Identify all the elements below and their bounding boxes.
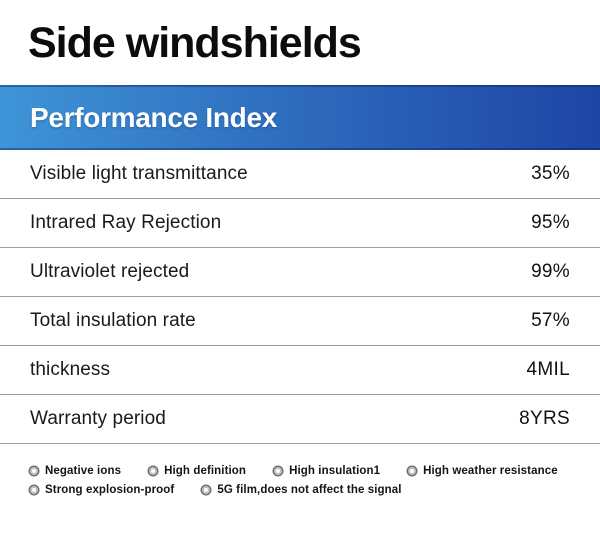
spec-table: Visible light transmittance 35% Intrared… xyxy=(0,150,600,445)
feature-item: 5G film,does not affect the signal xyxy=(200,484,401,496)
feature-label: Strong explosion-proof xyxy=(45,484,175,497)
ring-icon xyxy=(149,467,158,476)
features-row: Strong explosion-proof 5G film,does not … xyxy=(28,484,572,496)
table-row: Ultraviolet rejected 99% xyxy=(0,248,600,298)
ring-icon xyxy=(30,486,38,495)
row-value: 4MIL xyxy=(526,359,570,381)
feature-item: Strong explosion-proof xyxy=(28,484,174,496)
feature-item: High insulation1 xyxy=(272,465,380,477)
table-row: thickness 4MIL xyxy=(0,346,600,396)
features-section: Negative ions High definition High insul… xyxy=(28,465,572,496)
row-value: 8YRS xyxy=(519,408,570,430)
row-label: thickness xyxy=(30,359,111,381)
performance-index-banner: Performance Index xyxy=(0,85,600,151)
feature-item: Negative ions xyxy=(28,465,121,477)
row-label: Warranty period xyxy=(30,408,166,430)
feature-label: High weather resistance xyxy=(423,465,558,478)
feature-item: High definition xyxy=(147,465,246,477)
row-value: 57% xyxy=(531,310,570,332)
feature-label: High insulation1 xyxy=(289,465,381,478)
row-value: 35% xyxy=(531,163,570,185)
row-value: 95% xyxy=(531,212,570,234)
feature-label: Negative ions xyxy=(45,465,122,478)
banner-title: Performance Index xyxy=(30,101,277,133)
ring-icon xyxy=(30,467,38,476)
row-label: Ultraviolet rejected xyxy=(30,261,190,283)
feature-label: 5G film,does not affect the signal xyxy=(217,484,402,497)
feature-item: High weather resistance xyxy=(406,465,558,477)
feature-label: High definition xyxy=(164,465,247,478)
page-title: Side windshields xyxy=(28,19,362,67)
row-value: 99% xyxy=(531,261,570,283)
ring-icon xyxy=(408,467,417,476)
row-label: Intrared Ray Rejection xyxy=(30,212,222,234)
table-row: Visible light transmittance 35% xyxy=(0,150,600,200)
features-row: Negative ions High definition High insul… xyxy=(28,465,572,477)
table-row: Total insulation rate 57% xyxy=(0,297,600,347)
row-label: Total insulation rate xyxy=(30,310,196,332)
table-row: Intrared Ray Rejection 95% xyxy=(0,199,600,249)
table-row: Warranty period 8YRS xyxy=(0,395,600,445)
ring-icon xyxy=(202,486,211,495)
row-label: Visible light transmittance xyxy=(30,163,248,185)
ring-icon xyxy=(274,467,283,476)
